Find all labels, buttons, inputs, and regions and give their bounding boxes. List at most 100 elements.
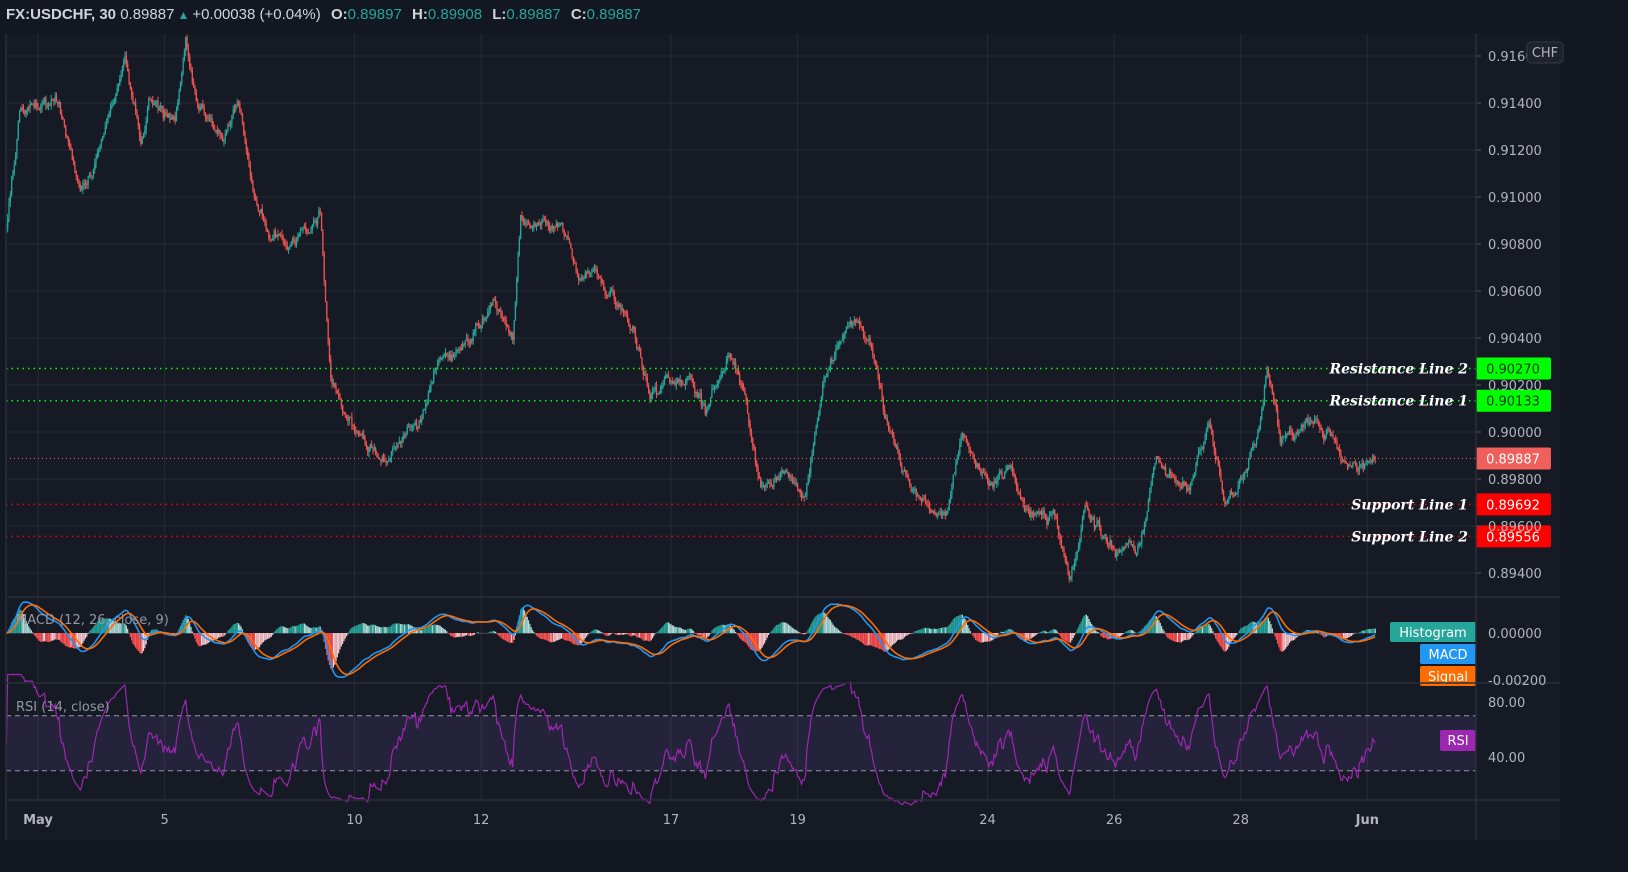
- candle: [527, 219, 530, 225]
- candle-body: [261, 208, 263, 217]
- last-price-badge: [1476, 447, 1551, 470]
- candle-body: [1251, 446, 1254, 449]
- histogram-bar: [1321, 633, 1324, 636]
- price-tick-label: 0.90800: [1488, 238, 1542, 253]
- histogram-bar: [393, 623, 395, 634]
- date-tick-label: 26: [1106, 813, 1123, 828]
- candle-body: [1325, 429, 1328, 436]
- candle: [928, 501, 931, 515]
- candle-body: [102, 136, 104, 141]
- candle: [914, 485, 916, 494]
- candle-body: [669, 377, 671, 383]
- candle-body: [1184, 483, 1187, 486]
- date-tick-label: 28: [1232, 813, 1249, 828]
- candle-body: [70, 147, 72, 149]
- candle: [1005, 464, 1007, 474]
- candle: [1010, 464, 1012, 472]
- histogram-bar: [582, 633, 584, 643]
- histogram-bar: [1205, 624, 1208, 634]
- candle-body: [340, 398, 343, 406]
- macd-legend-badge: [1420, 666, 1476, 686]
- candle-body: [447, 354, 449, 358]
- histogram-bar: [1043, 630, 1045, 634]
- candle-body: [86, 183, 88, 185]
- histogram-bar: [149, 631, 151, 634]
- histogram-bar: [390, 625, 393, 634]
- histogram-bar: [1073, 633, 1076, 636]
- candle: [959, 438, 961, 456]
- histogram-bar: [328, 633, 331, 665]
- candle-body: [1259, 419, 1262, 427]
- candle: [1269, 373, 1271, 387]
- currency-badge[interactable]: CHF: [1526, 41, 1564, 64]
- candle-body: [34, 102, 37, 108]
- histogram-bar: [951, 621, 953, 634]
- histogram-bar: [1176, 633, 1178, 642]
- histogram-bar: [713, 627, 716, 634]
- candle-body: [245, 142, 248, 150]
- candle: [574, 258, 576, 264]
- candle: [712, 384, 714, 391]
- candle-body: [481, 318, 484, 326]
- histogram-bar: [65, 633, 67, 646]
- candle: [371, 440, 373, 449]
- candle-body: [17, 122, 19, 140]
- candle: [616, 301, 618, 311]
- candle: [626, 310, 629, 323]
- histogram-bar: [1172, 633, 1175, 641]
- candle: [818, 410, 820, 422]
- histogram-bar: [909, 633, 911, 635]
- candle: [893, 431, 895, 446]
- resistance-price-badge: [1476, 389, 1551, 412]
- candle: [123, 57, 125, 72]
- histogram-bar: [533, 631, 535, 634]
- macd-line: [6, 601, 1376, 679]
- candle: [127, 60, 129, 72]
- candle-body: [913, 489, 915, 491]
- candle-body: [45, 98, 47, 107]
- candle: [1233, 492, 1235, 498]
- candle: [1253, 440, 1255, 451]
- candle: [994, 478, 997, 484]
- candle: [1064, 552, 1067, 564]
- candle-body: [984, 472, 986, 475]
- candle-body: [1125, 543, 1127, 549]
- resistance-price-label: 0.90270: [1486, 363, 1540, 378]
- candle: [448, 350, 451, 361]
- candle-body: [450, 354, 452, 361]
- candle-body: [893, 435, 895, 443]
- histogram-bar: [600, 631, 602, 634]
- candle-body: [1013, 471, 1015, 476]
- candle-body: [418, 420, 420, 428]
- candle: [270, 239, 273, 242]
- candle-body: [756, 462, 758, 468]
- candle: [1226, 498, 1229, 505]
- candle: [1316, 414, 1318, 425]
- candle: [1283, 436, 1285, 438]
- candle: [1217, 456, 1219, 468]
- histogram-bar: [764, 633, 766, 644]
- candle: [986, 473, 989, 485]
- candle-body: [415, 422, 418, 428]
- histogram-bar: [99, 619, 101, 634]
- candle-body: [136, 110, 138, 118]
- candle-body: [385, 460, 387, 463]
- candle: [70, 143, 72, 151]
- candle: [1348, 463, 1350, 469]
- candle-body: [539, 223, 542, 225]
- candle-body: [1175, 480, 1177, 483]
- candle: [460, 343, 463, 351]
- symbol-label[interactable]: FX:USDCHF, 30: [6, 6, 117, 23]
- candle-body: [963, 433, 965, 438]
- candle-body: [1027, 509, 1030, 511]
- candle: [1001, 468, 1003, 479]
- date-tick-label: 5: [160, 813, 168, 828]
- candle: [534, 221, 536, 228]
- candle: [960, 433, 962, 448]
- candle: [1345, 461, 1347, 464]
- candle-body: [600, 277, 602, 283]
- resistance-line-label: Resistance Line 1: [1328, 394, 1468, 410]
- candle: [189, 53, 191, 71]
